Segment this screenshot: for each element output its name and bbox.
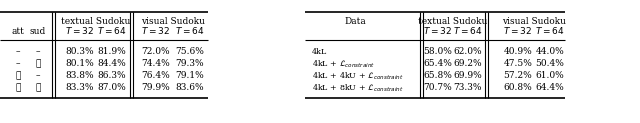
Text: 64.4%: 64.4% — [536, 84, 564, 92]
Text: 72.0%: 72.0% — [141, 47, 170, 56]
Text: 69.9%: 69.9% — [454, 71, 483, 80]
Text: 4kL + $\mathcal{L}_{constraint}$: 4kL + $\mathcal{L}_{constraint}$ — [312, 58, 375, 70]
Text: 84.4%: 84.4% — [98, 60, 126, 69]
Text: 40.9%: 40.9% — [504, 47, 532, 56]
Text: 75.6%: 75.6% — [175, 47, 204, 56]
Text: 60.8%: 60.8% — [504, 84, 532, 92]
Text: 50.4%: 50.4% — [536, 60, 564, 69]
Text: textual Sudoku: textual Sudoku — [61, 16, 131, 25]
Text: $T{=}64$: $T{=}64$ — [453, 25, 483, 37]
Text: 65.4%: 65.4% — [424, 60, 452, 69]
Text: 58.0%: 58.0% — [424, 47, 452, 56]
Text: 4kL: 4kL — [312, 48, 327, 56]
Text: 83.3%: 83.3% — [66, 84, 94, 92]
Text: Data: Data — [344, 16, 366, 25]
Text: $T{=}32$: $T{=}32$ — [504, 25, 532, 37]
Text: 79.9%: 79.9% — [141, 84, 170, 92]
Text: ✓: ✓ — [15, 71, 20, 80]
Text: 80.3%: 80.3% — [66, 47, 94, 56]
Text: 57.2%: 57.2% — [504, 71, 532, 80]
Text: 87.0%: 87.0% — [98, 84, 126, 92]
Text: –: – — [36, 47, 40, 56]
Text: att: att — [12, 26, 24, 36]
Text: 65.8%: 65.8% — [424, 71, 452, 80]
Text: 62.0%: 62.0% — [454, 47, 483, 56]
Text: 69.2%: 69.2% — [454, 60, 483, 69]
Text: $T{=}32$: $T{=}32$ — [65, 25, 95, 37]
Text: 83.8%: 83.8% — [66, 71, 94, 80]
Text: 83.6%: 83.6% — [176, 84, 204, 92]
Text: ✓: ✓ — [35, 60, 41, 69]
Text: 81.9%: 81.9% — [98, 47, 126, 56]
Text: ✓: ✓ — [15, 84, 20, 92]
Text: 73.3%: 73.3% — [454, 84, 483, 92]
Text: 79.3%: 79.3% — [176, 60, 204, 69]
Text: 80.1%: 80.1% — [66, 60, 94, 69]
Text: $T{=}32$: $T{=}32$ — [424, 25, 452, 37]
Text: 4kL + 8kU + $\mathcal{L}_{constraint}$: 4kL + 8kU + $\mathcal{L}_{constraint}$ — [312, 82, 404, 94]
Text: 76.4%: 76.4% — [141, 71, 170, 80]
Text: 61.0%: 61.0% — [536, 71, 564, 80]
Text: sud: sud — [30, 26, 46, 36]
Text: 70.7%: 70.7% — [424, 84, 452, 92]
Text: 74.4%: 74.4% — [141, 60, 170, 69]
Text: $T{=}32$: $T{=}32$ — [141, 25, 170, 37]
Text: $T{=}64$: $T{=}64$ — [535, 25, 564, 37]
Text: ✓: ✓ — [35, 84, 41, 92]
Text: 86.3%: 86.3% — [98, 71, 126, 80]
Text: visual Sudoku: visual Sudoku — [502, 16, 566, 25]
Text: 4kL + 4kU + $\mathcal{L}_{constraint}$: 4kL + 4kU + $\mathcal{L}_{constraint}$ — [312, 70, 404, 82]
Text: $T{=}64$: $T{=}64$ — [175, 25, 205, 37]
Text: 47.5%: 47.5% — [504, 60, 532, 69]
Text: –: – — [36, 71, 40, 80]
Text: 79.1%: 79.1% — [175, 71, 204, 80]
Text: $T{=}64$: $T{=}64$ — [97, 25, 127, 37]
Text: –: – — [16, 60, 20, 69]
Text: 44.0%: 44.0% — [536, 47, 564, 56]
Text: –: – — [16, 47, 20, 56]
Text: textual Sudoku: textual Sudoku — [419, 16, 488, 25]
Text: visual Sudoku: visual Sudoku — [141, 16, 205, 25]
